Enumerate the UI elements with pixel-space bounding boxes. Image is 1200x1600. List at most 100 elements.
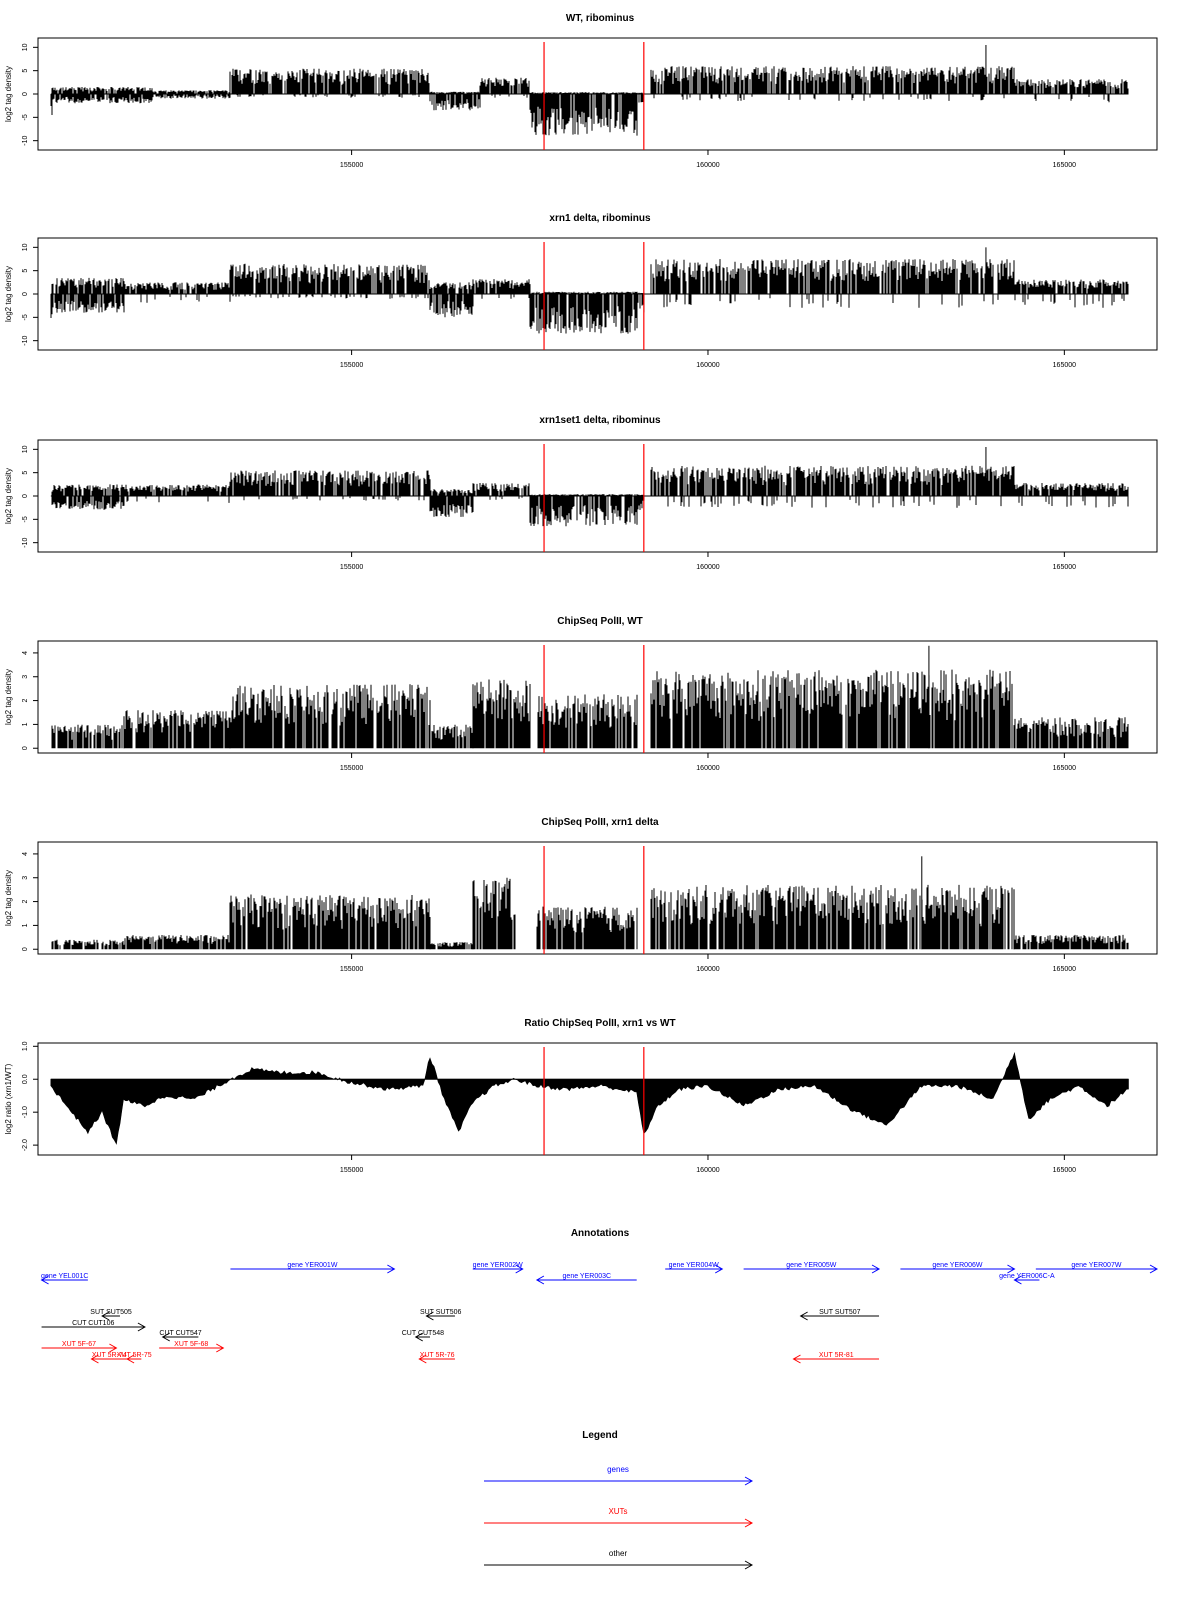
chart-title: xrn1set1 delta, ribominus bbox=[539, 415, 661, 426]
plot-frame bbox=[37, 640, 1158, 754]
legend-title: Legend bbox=[582, 1430, 618, 1441]
feature-label: XUT 5F-68 bbox=[174, 1341, 208, 1348]
chart-panel-3: xrn1set1 delta, ribominus log2 tag densit… bbox=[4, 415, 1158, 571]
y-tick-label: 4 bbox=[22, 852, 29, 856]
feature-arrow bbox=[792, 1354, 880, 1364]
feature-arrow bbox=[161, 1332, 199, 1342]
bar-segment bbox=[229, 894, 431, 950]
bar-segment bbox=[472, 279, 531, 299]
legend-panel: Legend genes XUTs other bbox=[484, 1430, 754, 1570]
feature-arrow bbox=[535, 1275, 637, 1285]
legend-arrow bbox=[484, 1476, 754, 1486]
legend-arrow bbox=[484, 1518, 754, 1528]
y-tick-label: 0 bbox=[22, 292, 29, 296]
bar-segment bbox=[51, 724, 125, 749]
bar-segment bbox=[650, 669, 1013, 749]
feature-label: gene YER001W bbox=[287, 1262, 337, 1269]
bar-segment bbox=[1013, 79, 1129, 103]
bar-segment bbox=[472, 877, 516, 950]
bar-segment bbox=[636, 292, 645, 313]
x-tick-label: 160000 bbox=[696, 162, 719, 169]
bar-segment bbox=[472, 483, 531, 500]
bar-segment bbox=[124, 935, 230, 950]
chart-title: xrn1 delta, ribominus bbox=[549, 213, 651, 224]
y-tick-label: 3 bbox=[22, 675, 29, 679]
y-tick-label: 1 bbox=[22, 923, 29, 927]
bar-segment bbox=[537, 694, 638, 749]
bar-segment bbox=[650, 66, 1015, 101]
bar-segment bbox=[229, 684, 431, 749]
feature-label: gene YER004W bbox=[669, 1262, 719, 1269]
bar-segment bbox=[51, 939, 125, 950]
feature-label: gene YER006C-A bbox=[999, 1273, 1055, 1280]
bar-segment bbox=[51, 87, 153, 104]
y-tick-label: 1 bbox=[22, 722, 29, 726]
x-tick-label: 155000 bbox=[340, 362, 363, 369]
x-tick-label: 165000 bbox=[1053, 1167, 1076, 1174]
feature-label: XUT 5F-67 bbox=[62, 1341, 96, 1348]
feature-arrow bbox=[425, 1311, 455, 1321]
feature-arrow bbox=[900, 1264, 1016, 1274]
y-tick-label: 5 bbox=[22, 269, 29, 273]
y-tick-label: 10 bbox=[22, 445, 29, 453]
y-tick-label: 1.0 bbox=[22, 1041, 29, 1051]
feature-arrow bbox=[41, 1343, 118, 1353]
bar-segment bbox=[151, 90, 231, 99]
x-tick-label: 155000 bbox=[340, 564, 363, 571]
chart-title: WT, ribominus bbox=[566, 13, 635, 24]
feature-arrow bbox=[90, 1354, 128, 1364]
chart-title: ChipSeq PolII, xrn1 delta bbox=[541, 817, 659, 828]
y-tick-label: 2 bbox=[22, 900, 29, 904]
feature-arrow bbox=[472, 1264, 524, 1274]
bar-segment bbox=[636, 494, 645, 510]
bar-segment bbox=[123, 710, 231, 749]
y-tick-label: -10 bbox=[22, 538, 29, 548]
ratio-area bbox=[50, 1051, 1129, 1145]
plot-frame bbox=[37, 841, 1158, 955]
plot-frame bbox=[37, 1042, 1158, 1156]
data-marks bbox=[50, 45, 1129, 136]
feature-arrow bbox=[743, 1264, 881, 1274]
feature-label: SUT SUT506 bbox=[420, 1309, 462, 1316]
y-axis-label: log2 tag density bbox=[4, 870, 13, 926]
y-tick-label: -10 bbox=[22, 136, 29, 146]
annotations-title: Annotations bbox=[571, 1228, 630, 1239]
x-tick-label: 155000 bbox=[340, 765, 363, 772]
feature-arrow bbox=[159, 1343, 225, 1353]
chart-title: Ratio ChipSeq PolII, xrn1 vs WT bbox=[524, 1018, 675, 1029]
feature-arrow bbox=[418, 1354, 455, 1364]
bar-segment bbox=[1013, 934, 1129, 950]
y-axis-label: log2 tag density bbox=[4, 468, 13, 524]
y-tick-label: -1.0 bbox=[22, 1106, 29, 1118]
bar-segment bbox=[429, 489, 474, 517]
y-tick-label: 0 bbox=[22, 92, 29, 96]
x-tick-label: 160000 bbox=[696, 564, 719, 571]
chart-panel-4: ChipSeq PolII, WT log2 tag density 0 1 2 3 4 15… bbox=[4, 616, 1158, 772]
bar-segment bbox=[650, 465, 1015, 508]
feature-label: gene YER002W bbox=[473, 1262, 523, 1269]
x-tick-label: 165000 bbox=[1053, 966, 1076, 973]
x-tick-label: 155000 bbox=[340, 966, 363, 973]
legend-label: genes bbox=[607, 1465, 629, 1474]
feature-label: gene YEL001C bbox=[41, 1273, 88, 1280]
y-axis-label: log2 ratio (xrn1/WT) bbox=[4, 1063, 13, 1134]
bar-segment bbox=[123, 484, 231, 503]
bar-segment bbox=[51, 277, 125, 313]
feature-label: gene YER005W bbox=[786, 1262, 836, 1269]
legend-arrow bbox=[484, 1560, 754, 1570]
chart-panel-5: ChipSeq PolII, xrn1 delta log2 tag densit… bbox=[4, 817, 1158, 973]
legend-label: XUTs bbox=[608, 1507, 627, 1516]
annotations-panel: Annotations gene YEL001C gene YER001W gene … bbox=[40, 1228, 1159, 1364]
y-tick-label: 4 bbox=[22, 651, 29, 655]
data-marks bbox=[51, 856, 1129, 950]
y-tick-label: 10 bbox=[22, 243, 29, 251]
y-tick-label: -5 bbox=[22, 314, 29, 320]
data-marks bbox=[50, 247, 1129, 334]
y-tick-label: 0 bbox=[22, 494, 29, 498]
feature-label: CUT CUT106 bbox=[72, 1320, 114, 1327]
feature-arrow bbox=[799, 1311, 880, 1321]
feature-arrow bbox=[230, 1264, 396, 1274]
chart-panel-6: Ratio ChipSeq PolII, xrn1 vs WT log2 rati… bbox=[4, 1018, 1158, 1174]
data-marks bbox=[51, 645, 1129, 749]
y-tick-label: 5 bbox=[22, 69, 29, 73]
